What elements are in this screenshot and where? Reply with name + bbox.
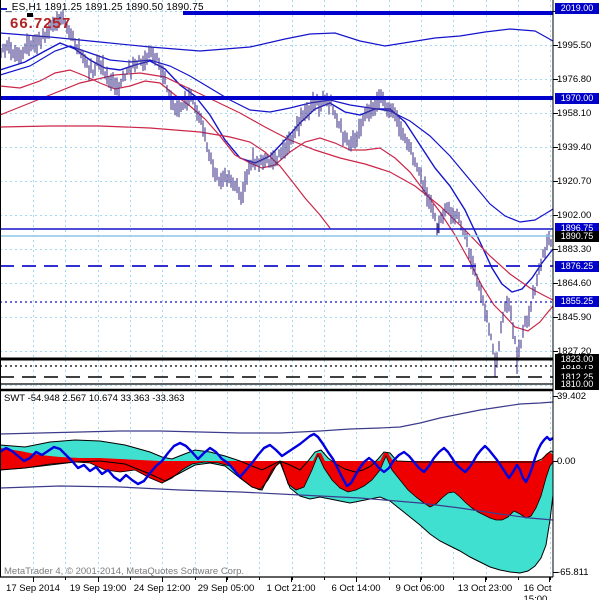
ma-red-slow	[0, 72, 554, 301]
swt-envelope-upper	[0, 401, 554, 435]
swt-red-outline	[0, 453, 554, 521]
swt-envelope-lower	[0, 485, 554, 521]
swt-indicator-label: SWT -54.948 2.567 10.674 33.363 -33.363	[4, 393, 185, 404]
grid-lines	[0, 0, 553, 577]
price-scale-label: 1976.80	[557, 74, 592, 85]
time-axis-label: 1 Oct 21:00	[266, 583, 316, 594]
copyright-text: MetaTrader 4, © 2001-2014, MetaQuotes So…	[4, 566, 245, 577]
indicator-scale-label: -65.811	[557, 567, 589, 578]
price-level-badge-1970.00: 1970.00	[555, 92, 599, 104]
swt-red-band	[0, 448, 553, 520]
price-scale-label: 1827.20	[557, 346, 592, 357]
time-axis-label: 29 Sep 05:00	[197, 583, 255, 594]
time-axis-label: 6 Oct 14:00	[331, 583, 381, 594]
price-scale-label: 1920.70	[557, 176, 592, 187]
price-scale-label: 1883.30	[557, 244, 592, 255]
ma-red-envelope	[0, 125, 331, 229]
ma-blue-fast	[0, 42, 554, 293]
time-axis-label: 24 Sep 12:00	[133, 583, 191, 594]
ma-red-fast	[0, 69, 554, 332]
time-axis-label: 17 Sep 2014	[6, 583, 60, 594]
time-axis-label: 19 Sep 19:00	[69, 583, 127, 594]
price-scale-label: 1845.90	[557, 312, 592, 323]
price-level-badge-1810.00: 1810.00	[555, 378, 599, 390]
price-level-badge-1818.75: 1818.75	[555, 360, 599, 372]
time-axis-label: 16 Oct 15:00	[523, 583, 552, 600]
time-axis-label: 9 Oct 06:00	[395, 583, 445, 594]
indicator-value-label: 66.7257	[10, 15, 72, 32]
time-axis-label: 13 Oct 23:00	[457, 583, 513, 594]
price-bars	[0, 10, 552, 377]
object-anchor-square	[27, 13, 33, 17]
chart-title: _ES,H1 1891.25 1891.25 1890.50 1890.75	[6, 2, 204, 13]
price-scale-label: 1902.00	[557, 210, 592, 221]
swt-main-line	[0, 432, 554, 488]
price-level-badge-2019.00: 2019.00	[555, 2, 599, 14]
price-scale-label: 1995.50	[557, 40, 592, 51]
price-scale-label: 1864.60	[557, 278, 592, 289]
price-level-badge-1855.25: 1855.25	[555, 295, 599, 307]
price-level-badge-1896.75: 1896.75	[555, 222, 599, 234]
ma-blue-upper	[0, 28, 554, 52]
price-scale-label: 1958.10	[557, 108, 592, 119]
indicator-scale-label: 39.402	[557, 391, 587, 402]
price-level-badge-1823.00: 1823.00	[555, 353, 599, 365]
price-scale-label: 1939.40	[557, 142, 592, 153]
indicator-scale-label: 0.00	[557, 456, 576, 467]
price-level-badge-1890.75: 1890.75	[555, 230, 599, 242]
price-level-badge-1876.25: 1876.25	[555, 260, 599, 272]
price-level-badge-1812.25: 1812.25	[555, 371, 599, 383]
ma-blue-slow	[0, 45, 554, 223]
